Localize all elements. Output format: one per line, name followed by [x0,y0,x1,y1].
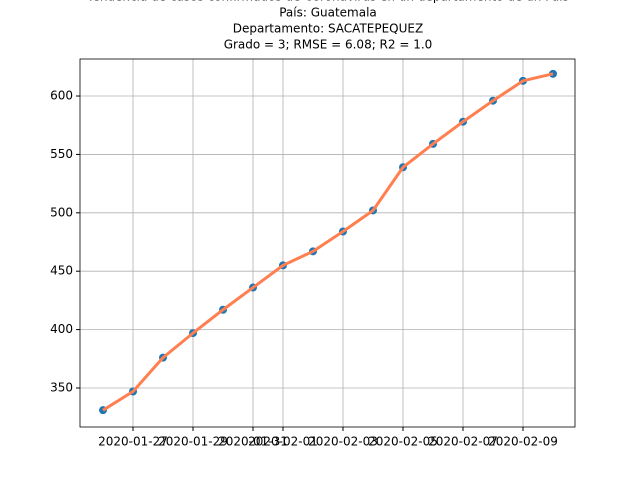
x-tick-label: 2020-01-29 [158,435,228,449]
x-tick-label: 2020-02-01 [248,435,318,449]
x-tick-label: 2020-02-05 [368,435,438,449]
chart-title: País: Guatemala [279,6,377,20]
y-tick-label: 500 [50,205,73,219]
y-tick-label: 450 [50,264,73,278]
chart-title: Tendencia de casos confirmados de Corona… [86,0,569,4]
chart-title: Departamento: SACATEPEQUEZ [233,22,423,36]
y-tick-label: 350 [50,380,73,394]
x-tick-label: 2020-02-07 [428,435,498,449]
x-tick-label: 2020-01-27 [98,435,168,449]
y-tick-label: 600 [50,89,73,103]
x-tick-label: 2020-02-09 [488,435,558,449]
chart-title: Grado = 3; RMSE = 6.08; R2 = 1.0 [224,38,433,52]
x-tick-label: 2020-02-03 [308,435,378,449]
trend-line [102,72,554,412]
x-tick-label: 2020-01-31 [218,435,288,449]
plot-frame [79,58,576,428]
y-tick-label: 400 [50,322,73,336]
y-tick-label: 550 [50,147,73,161]
